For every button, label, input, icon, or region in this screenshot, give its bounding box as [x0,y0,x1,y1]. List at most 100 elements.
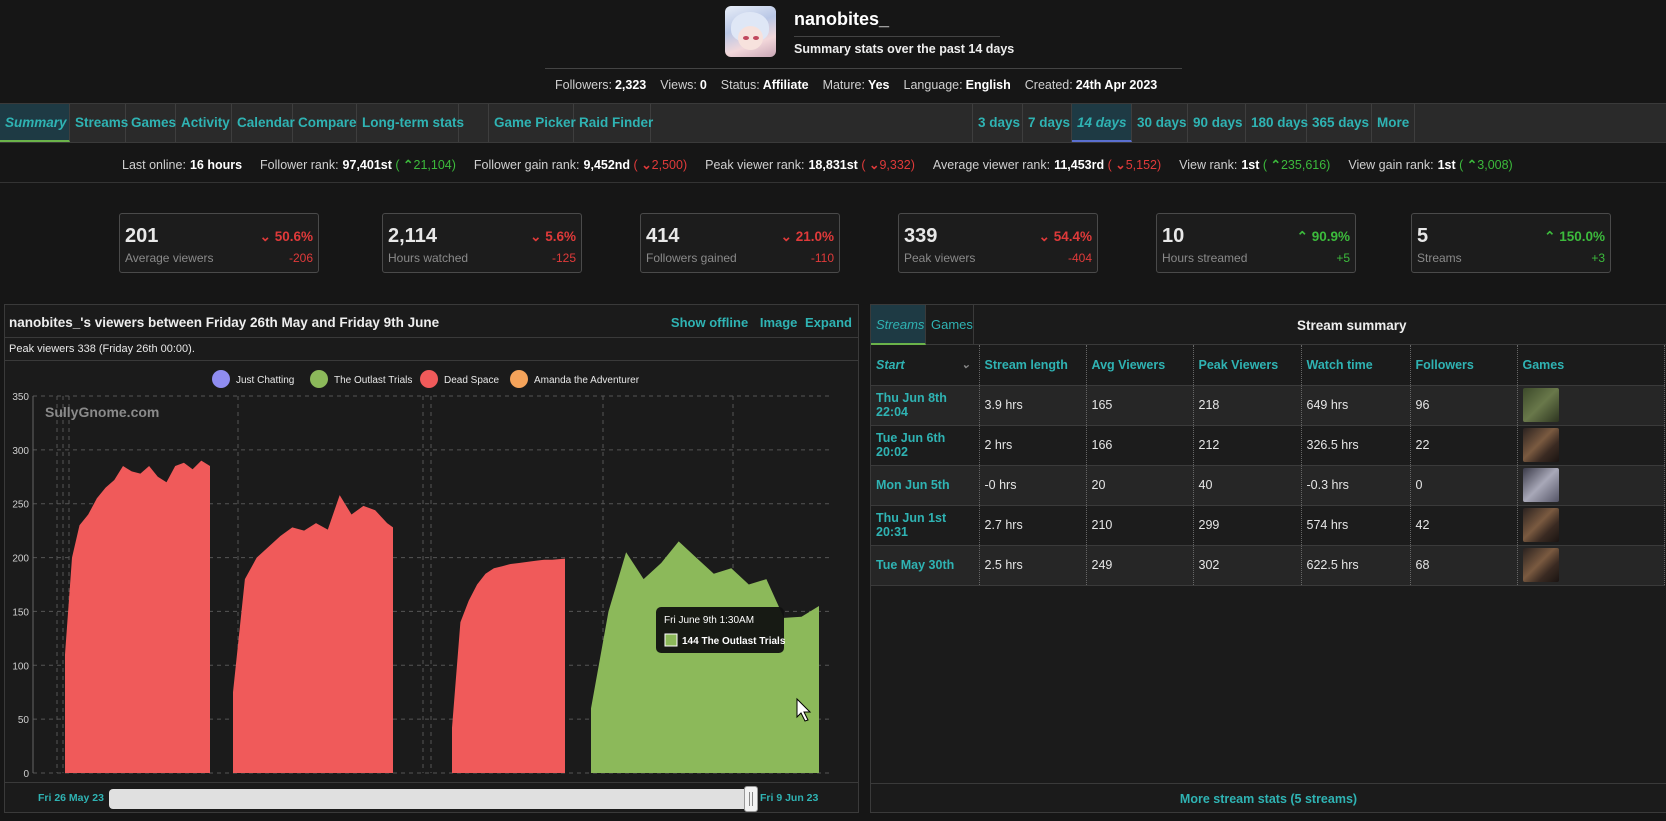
divider [5,360,858,361]
table-header-row: Start ⌄ Stream length Avg Viewers Peak Viewe… [871,345,1665,386]
column-header-start[interactable]: Start ⌄ [871,345,980,386]
table-row[interactable]: Thu Jun 1st 20:31 2.7 hrs 210 299 574 hrs 42 [871,505,1665,546]
rank-delta: ( ⌄2,500) [630,158,688,172]
stat-percent: ⌄ 54.4% [1039,229,1092,245]
nav-streams[interactable]: Streams [70,104,128,142]
area-dead-space[interactable] [452,558,565,773]
slider-end-label: Fri 9 Jun 23 [760,792,819,804]
legend-swatch[interactable] [420,370,438,388]
legend-swatch[interactable] [310,370,328,388]
cell-followers: 22 [1410,425,1518,466]
y-tick-label: 0 [23,769,29,780]
table-row[interactable]: Tue Jun 6th 20:02 2 hrs 166 212 326.5 hrs 22 [871,425,1665,466]
legend-swatch[interactable] [212,370,230,388]
nav-blank[interactable] [459,104,489,142]
cell-games [1517,465,1665,506]
rank-label: Last online: [122,158,186,172]
stat-label: Peak viewers [904,251,976,265]
nav-game-picker[interactable]: Game Picker [489,104,576,142]
arrow-down-icon: ⌄ [868,158,880,172]
column-header-followers[interactable]: Followers [1410,345,1518,386]
cell-watch: 622.5 hrs [1301,545,1411,586]
rank-bar: Last online: 16 hours Follower rank: 97,401… [122,157,1531,172]
game-thumbnail-deadspace[interactable] [1522,508,1559,542]
nav-raid-finder[interactable]: Raid Finder [574,104,653,142]
nav-long-term-stats[interactable]: Long-term stats [357,104,464,142]
rank-delta: ( ⌃235,616) [1259,158,1331,172]
expand-link[interactable]: Expand [805,315,852,330]
rank-value: 18,831st [808,158,858,172]
viewers-area-chart[interactable]: 050100150200250300350Fri 26thMon 29thTue… [5,361,858,781]
avatar[interactable] [725,6,776,57]
arrow-down-icon: ⌄ [1038,229,1054,244]
nav-calendar[interactable]: Calendar [232,104,295,142]
legend-swatch[interactable] [510,370,528,388]
y-tick-label: 150 [12,607,29,618]
rank-label: View gain rank: [1348,158,1434,172]
more-stream-stats-link[interactable]: More stream stats (5 streams) [871,783,1666,813]
stat-card-average-viewers: 201 Average viewers ⌄ 50.6% -206 [119,213,319,273]
table-row[interactable]: Mon Jun 5th -0 hrs 20 40 -0.3 hrs 0 [871,465,1665,506]
stat-percent: ⌃ 150.0% [1544,229,1605,245]
column-header-games[interactable]: Games [1517,345,1665,386]
column-header-peak-viewers[interactable]: Peak Viewers [1193,345,1302,386]
y-tick-label: 200 [12,554,29,565]
slider-track[interactable] [109,789,757,809]
range-180-days[interactable]: 180 days [1246,104,1308,142]
cell-games [1517,545,1665,586]
show-offline-link[interactable]: Show offline [670,315,749,330]
cell-start[interactable]: Thu Jun 1st 20:31 [871,505,980,546]
range-365-days[interactable]: 365 days [1307,104,1372,142]
game-thumbnail-deadspace[interactable] [1522,428,1559,462]
cell-avg: 249 [1086,545,1194,586]
nav-compare[interactable]: Compare [293,104,357,142]
peak-viewers-note: Peak viewers 338 (Friday 26th 00:00). [9,343,195,355]
range-7-days[interactable]: 7 days [1023,104,1072,142]
range-more[interactable]: More [1372,104,1415,142]
cell-length: -0 hrs [979,465,1087,506]
legend-label[interactable]: Dead Space [444,375,499,386]
column-header-watch-time[interactable]: Watch time [1301,345,1411,386]
range-30-days[interactable]: 30 days [1132,104,1188,142]
cell-followers: 96 [1410,385,1518,426]
mouse-cursor-icon [796,697,812,722]
game-thumbnail-deadspace[interactable] [1522,548,1559,582]
range-14-days[interactable]: 14 days [1072,104,1132,142]
column-header-stream-length[interactable]: Stream length [979,345,1087,386]
nav-games[interactable]: Games [126,104,176,142]
column-header-label: Peak Viewers [1198,357,1279,372]
divider [5,782,858,783]
stat-value: 10 [1162,225,1185,247]
cell-length: 3.9 hrs [979,385,1087,426]
game-thumbnail-outlast[interactable] [1522,388,1559,422]
image-link[interactable]: Image [759,315,798,330]
legend-label[interactable]: Amanda the Adventurer [534,375,640,386]
range-90-days[interactable]: 90 days [1188,104,1246,142]
table-row[interactable]: Tue May 30th 2.5 hrs 249 302 622.5 hrs 68 [871,545,1665,586]
area-dead-space[interactable] [233,495,393,773]
stat-percent-value: 5.6% [545,229,576,244]
arrow-down-icon: ⌄ [780,229,796,244]
column-header-avg-viewers[interactable]: Avg Viewers [1086,345,1194,386]
sort-chevron-down-icon[interactable]: ⌄ [961,359,971,371]
cell-start[interactable]: Thu Jun 8th 22:04 [871,385,980,426]
range-3-days[interactable]: 3 days [972,104,1023,142]
legend-label[interactable]: Just Chatting [236,375,294,386]
username[interactable]: nanobites_ [794,9,890,29]
tab-games[interactable]: Games [926,305,974,345]
cell-start[interactable]: Mon Jun 5th [871,465,980,506]
table-row[interactable]: Thu Jun 8th 22:04 3.9 hrs 165 218 649 hrs 96 [871,385,1665,426]
date-range-slider[interactable]: Fri 26 May 23 Fri 9 Jun 23 [5,783,858,813]
cell-start[interactable]: Tue May 30th [871,545,980,586]
nav-activity[interactable]: Activity [176,104,232,142]
legend-label[interactable]: The Outlast Trials [334,375,412,386]
cell-start[interactable]: Tue Jun 6th 20:02 [871,425,980,466]
stat-delta: -125 [551,251,576,265]
nav-summary[interactable]: Summary [0,104,70,142]
game-thumbnail-justchatting[interactable] [1522,468,1559,502]
rank-delta-value: 3,008 [1477,158,1509,172]
area-dead-space[interactable] [65,460,210,773]
tab-streams[interactable]: Streams [871,305,926,345]
area-the-outlast-trials[interactable] [591,541,819,773]
slider-handle[interactable] [744,786,758,812]
